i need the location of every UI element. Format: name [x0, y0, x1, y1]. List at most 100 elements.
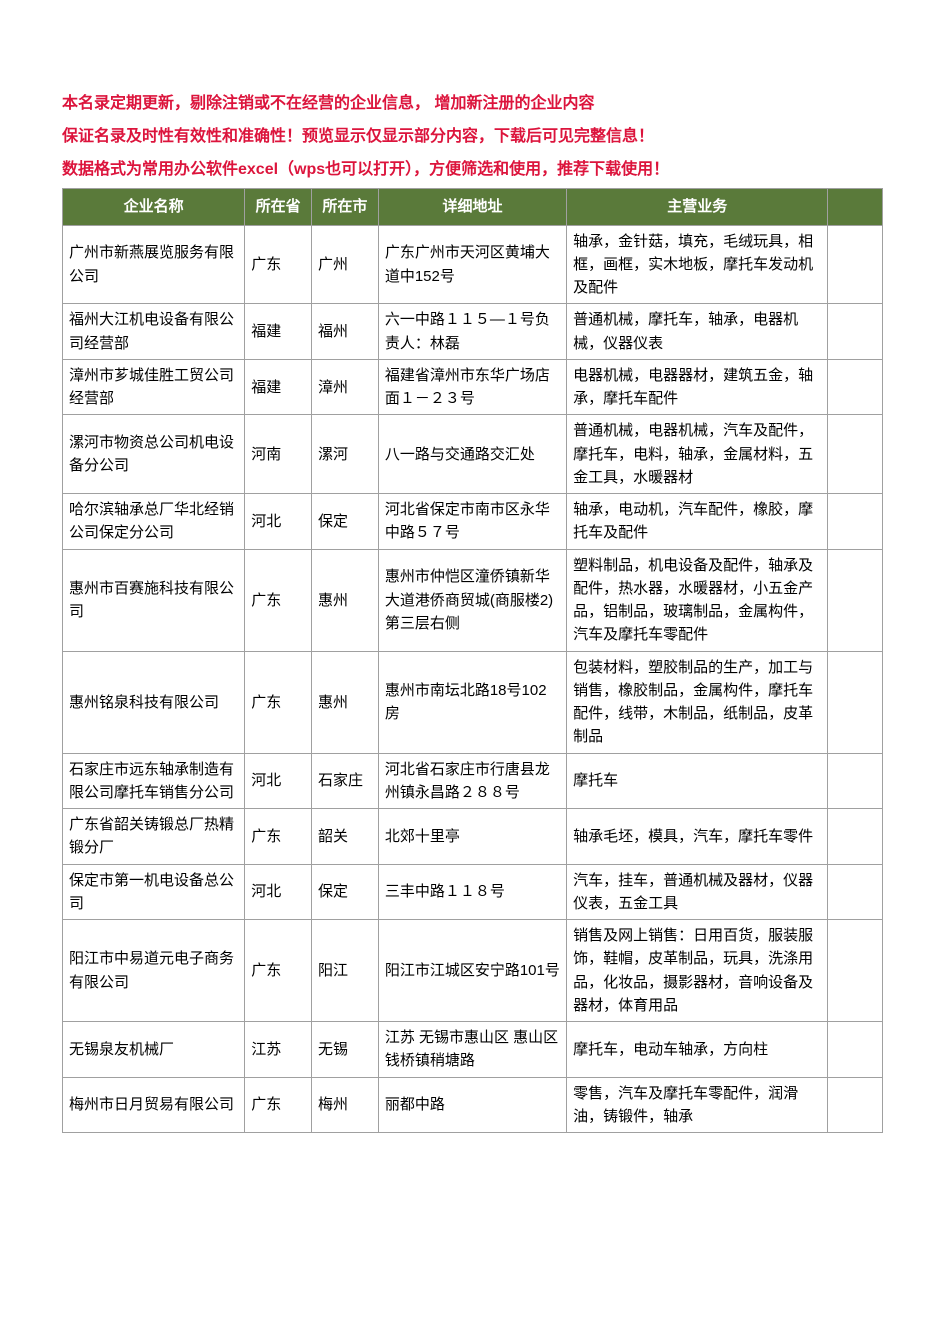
cell-6-2: 惠州 — [312, 651, 379, 753]
table-row: 惠州铭泉科技有限公司广东惠州惠州市南坛北路18号102房包装材料，塑胶制品的生产… — [63, 651, 883, 753]
cell-0-5 — [828, 225, 883, 304]
cell-4-5 — [828, 494, 883, 550]
cell-2-5 — [828, 359, 883, 415]
notice-line-1: 保证名录及时性有效性和准确性！预览显示仅显示部分内容，下载后可见完整信息！ — [62, 123, 883, 152]
cell-10-3: 阳江市江城区安宁路101号 — [378, 920, 566, 1022]
cell-5-3: 惠州市仲恺区潼侨镇新华大道港侨商贸城(商服楼2)第三层右侧 — [378, 549, 566, 651]
th-0: 企业名称 — [63, 189, 245, 225]
cell-11-4: 摩托车，电动车轴承，方向柱 — [567, 1022, 828, 1078]
th-4: 主营业务 — [567, 189, 828, 225]
cell-3-3: 八一路与交通路交汇处 — [378, 415, 566, 494]
table-row: 漳州市芗城佳胜工贸公司经营部福建漳州福建省漳州市东华广场店面１－２３号电器机械，… — [63, 359, 883, 415]
cell-8-0: 广东省韶关铸锻总厂热精锻分厂 — [63, 809, 245, 865]
cell-7-4: 摩托车 — [567, 753, 828, 809]
cell-12-3: 丽都中路 — [378, 1077, 566, 1133]
cell-6-3: 惠州市南坛北路18号102房 — [378, 651, 566, 753]
top-notice-block: 本名录定期更新，剔除注销或不在经营的企业信息， 增加新注册的企业内容 保证名录及… — [62, 90, 883, 184]
table-row: 梅州市日月贸易有限公司广东梅州丽都中路零售，汽车及摩托车零配件，润滑油，铸锻件，… — [63, 1077, 883, 1133]
cell-12-0: 梅州市日月贸易有限公司 — [63, 1077, 245, 1133]
th-3: 详细地址 — [378, 189, 566, 225]
table-row: 广州市新燕展览服务有限公司广东广州广东广州市天河区黄埔大道中152号轴承，金针菇… — [63, 225, 883, 304]
cell-2-3: 福建省漳州市东华广场店面１－２３号 — [378, 359, 566, 415]
cell-5-0: 惠州市百赛施科技有限公司 — [63, 549, 245, 651]
th-5 — [828, 189, 883, 225]
cell-8-3: 北郊十里亭 — [378, 809, 566, 865]
table-row: 福州大江机电设备有限公司经营部福建福州六一中路１１５—１号负责人：林磊普通机械，… — [63, 304, 883, 360]
cell-8-2: 韶关 — [312, 809, 379, 865]
cell-5-1: 广东 — [245, 549, 312, 651]
cell-5-5 — [828, 549, 883, 651]
table-row: 无锡泉友机械厂江苏无锡江苏 无锡市惠山区 惠山区钱桥镇稍塘路摩托车，电动车轴承，… — [63, 1022, 883, 1078]
cell-9-0: 保定市第一机电设备总公司 — [63, 864, 245, 920]
cell-6-0: 惠州铭泉科技有限公司 — [63, 651, 245, 753]
cell-3-0: 漯河市物资总公司机电设备分公司 — [63, 415, 245, 494]
notice-line-0: 本名录定期更新，剔除注销或不在经营的企业信息， 增加新注册的企业内容 — [62, 90, 883, 119]
cell-11-0: 无锡泉友机械厂 — [63, 1022, 245, 1078]
table-body: 广州市新燕展览服务有限公司广东广州广东广州市天河区黄埔大道中152号轴承，金针菇… — [63, 225, 883, 1133]
cell-9-4: 汽车，挂车，普通机械及器材，仪器仪表，五金工具 — [567, 864, 828, 920]
cell-4-0: 哈尔滨轴承总厂华北经销公司保定分公司 — [63, 494, 245, 550]
cell-11-5 — [828, 1022, 883, 1078]
cell-4-4: 轴承，电动机，汽车配件，橡胶，摩托车及配件 — [567, 494, 828, 550]
table-row: 保定市第一机电设备总公司河北保定三丰中路１１８号汽车，挂车，普通机械及器材，仪器… — [63, 864, 883, 920]
cell-1-1: 福建 — [245, 304, 312, 360]
cell-7-2: 石家庄 — [312, 753, 379, 809]
cell-7-0: 石家庄市远东轴承制造有限公司摩托车销售分公司 — [63, 753, 245, 809]
cell-12-5 — [828, 1077, 883, 1133]
cell-10-1: 广东 — [245, 920, 312, 1022]
cell-10-5 — [828, 920, 883, 1022]
cell-9-2: 保定 — [312, 864, 379, 920]
cell-6-5 — [828, 651, 883, 753]
cell-6-4: 包装材料，塑胶制品的生产，加工与销售，橡胶制品，金属构件，摩托车配件，线带，木制… — [567, 651, 828, 753]
cell-9-1: 河北 — [245, 864, 312, 920]
cell-5-4: 塑料制品，机电设备及配件，轴承及配件，热水器，水暖器材，小五金产品，铝制品，玻璃… — [567, 549, 828, 651]
cell-4-1: 河北 — [245, 494, 312, 550]
cell-12-1: 广东 — [245, 1077, 312, 1133]
table-row: 阳江市中易道元电子商务有限公司广东阳江阳江市江城区安宁路101号销售及网上销售：… — [63, 920, 883, 1022]
cell-7-3: 河北省石家庄市行唐县龙州镇永昌路２８８号 — [378, 753, 566, 809]
cell-10-2: 阳江 — [312, 920, 379, 1022]
cell-3-4: 普通机械，电器机械，汽车及配件，摩托车，电料，轴承，金属材料，五金工具，水暖器材 — [567, 415, 828, 494]
th-1: 所在省 — [245, 189, 312, 225]
table-row: 广东省韶关铸锻总厂热精锻分厂广东韶关北郊十里亭轴承毛坯，模具，汽车，摩托车零件 — [63, 809, 883, 865]
cell-6-1: 广东 — [245, 651, 312, 753]
cell-11-2: 无锡 — [312, 1022, 379, 1078]
table-row: 惠州市百赛施科技有限公司广东惠州惠州市仲恺区潼侨镇新华大道港侨商贸城(商服楼2)… — [63, 549, 883, 651]
table-row: 石家庄市远东轴承制造有限公司摩托车销售分公司河北石家庄河北省石家庄市行唐县龙州镇… — [63, 753, 883, 809]
cell-9-3: 三丰中路１１８号 — [378, 864, 566, 920]
cell-1-3: 六一中路１１５—１号负责人：林磊 — [378, 304, 566, 360]
cell-1-0: 福州大江机电设备有限公司经营部 — [63, 304, 245, 360]
cell-2-2: 漳州 — [312, 359, 379, 415]
cell-11-3: 江苏 无锡市惠山区 惠山区钱桥镇稍塘路 — [378, 1022, 566, 1078]
cell-0-4: 轴承，金针菇，填充，毛绒玩具，相框，画框，实木地板，摩托车发动机及配件 — [567, 225, 828, 304]
cell-12-2: 梅州 — [312, 1077, 379, 1133]
table-header-row: 企业名称所在省所在市详细地址主营业务 — [63, 189, 883, 225]
cell-2-4: 电器机械，电器器材，建筑五金，轴承，摩托车配件 — [567, 359, 828, 415]
cell-1-4: 普通机械，摩托车，轴承，电器机械，仪器仪表 — [567, 304, 828, 360]
cell-4-3: 河北省保定市南市区永华中路５７号 — [378, 494, 566, 550]
cell-2-1: 福建 — [245, 359, 312, 415]
table-row: 哈尔滨轴承总厂华北经销公司保定分公司河北保定河北省保定市南市区永华中路５７号轴承… — [63, 494, 883, 550]
cell-8-5 — [828, 809, 883, 865]
cell-0-3: 广东广州市天河区黄埔大道中152号 — [378, 225, 566, 304]
cell-7-1: 河北 — [245, 753, 312, 809]
cell-9-5 — [828, 864, 883, 920]
th-2: 所在市 — [312, 189, 379, 225]
cell-5-2: 惠州 — [312, 549, 379, 651]
company-table: 企业名称所在省所在市详细地址主营业务 广州市新燕展览服务有限公司广东广州广东广州… — [62, 188, 883, 1133]
cell-0-1: 广东 — [245, 225, 312, 304]
cell-4-2: 保定 — [312, 494, 379, 550]
table-head: 企业名称所在省所在市详细地址主营业务 — [63, 189, 883, 225]
cell-1-2: 福州 — [312, 304, 379, 360]
cell-10-4: 销售及网上销售：日用百货，服装服饰，鞋帽，皮革制品，玩具，洗涤用品，化妆品，摄影… — [567, 920, 828, 1022]
cell-3-2: 漯河 — [312, 415, 379, 494]
cell-11-1: 江苏 — [245, 1022, 312, 1078]
notice-line-2: 数据格式为常用办公软件excel（wps也可以打开），方便筛选和使用，推荐下载使… — [62, 156, 883, 185]
cell-10-0: 阳江市中易道元电子商务有限公司 — [63, 920, 245, 1022]
cell-3-5 — [828, 415, 883, 494]
cell-8-4: 轴承毛坯，模具，汽车，摩托车零件 — [567, 809, 828, 865]
cell-1-5 — [828, 304, 883, 360]
cell-8-1: 广东 — [245, 809, 312, 865]
table-row: 漯河市物资总公司机电设备分公司河南漯河八一路与交通路交汇处普通机械，电器机械，汽… — [63, 415, 883, 494]
cell-2-0: 漳州市芗城佳胜工贸公司经营部 — [63, 359, 245, 415]
